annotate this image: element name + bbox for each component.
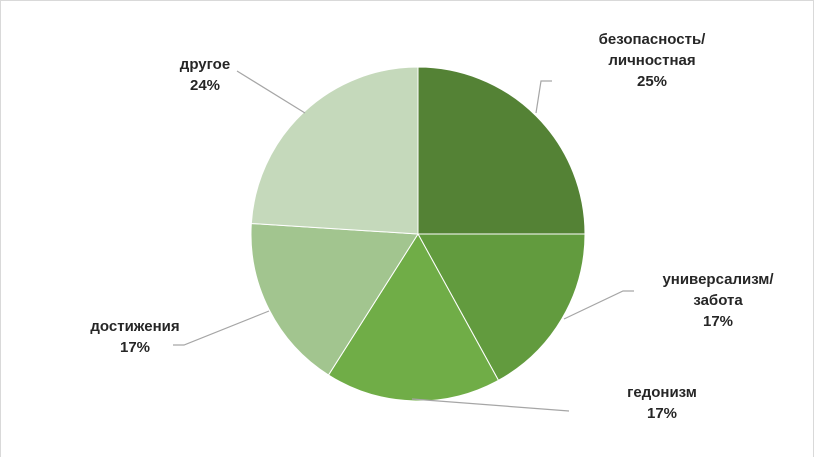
pie-slice-3	[250, 222, 419, 376]
leader-line-3	[173, 310, 270, 346]
leader-line-0	[535, 80, 552, 114]
data-label-category: личностная	[608, 52, 695, 69]
data-label-category: универсализм/	[662, 271, 774, 288]
data-labels: безопасность/личностная 25% универсализм/з…	[90, 31, 774, 422]
data-label-percent: 17%	[703, 313, 733, 330]
pie-slice-1	[417, 233, 586, 382]
pie-slices	[250, 66, 586, 402]
data-label-2: гедонизм 17%	[627, 384, 697, 422]
data-label-percent: 25%	[637, 73, 667, 90]
pie-slice-4	[250, 66, 419, 235]
data-label-3: достижения 17%	[90, 318, 179, 356]
data-label-category: другое	[180, 56, 230, 73]
data-label-1: универсализм/забота 17%	[662, 271, 774, 330]
data-label-category: достижения	[90, 318, 179, 335]
pie-slice-2	[327, 233, 500, 402]
data-label-percent: 17%	[120, 339, 150, 356]
data-label-percent: 24%	[190, 77, 220, 94]
data-label-percent: 17%	[647, 405, 677, 422]
pie-slice-0	[417, 66, 586, 235]
data-label-category: безопасность/	[599, 31, 707, 48]
data-label-category: забота	[693, 292, 743, 309]
data-label-0: безопасность/личностная 25%	[599, 31, 707, 90]
data-label-category: гедонизм	[627, 384, 697, 401]
leader-line-2	[411, 398, 570, 412]
leader-lines	[173, 70, 634, 412]
data-label-4: другое 24%	[180, 56, 230, 94]
leader-line-4	[236, 70, 306, 114]
leader-line-1	[563, 290, 634, 320]
